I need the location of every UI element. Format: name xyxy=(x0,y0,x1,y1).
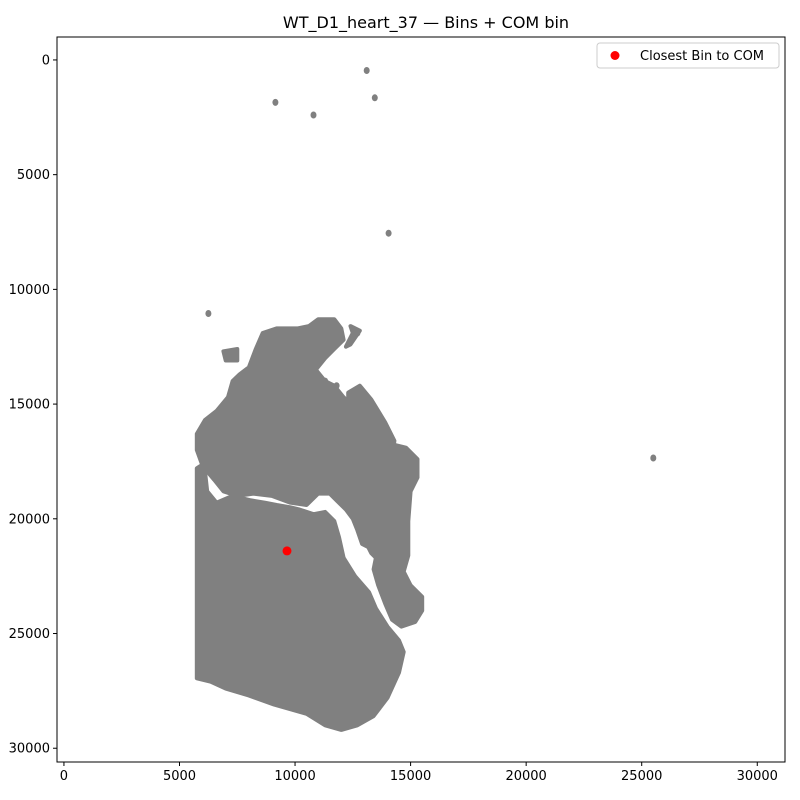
bin-point-8 xyxy=(333,382,340,390)
x-tick-label: 5000 xyxy=(163,769,196,784)
y-tick-label: 30000 xyxy=(9,742,50,757)
legend: Closest Bin to COM xyxy=(596,42,780,69)
bin-point-1 xyxy=(371,94,378,102)
bin-region-main-tissue-0 xyxy=(194,464,406,732)
bin-point-6 xyxy=(650,454,657,462)
y-tick-label: 0 xyxy=(42,53,50,68)
bin-point-7 xyxy=(322,377,329,385)
bin-point-9 xyxy=(354,329,361,337)
x-tick-label: 0 xyxy=(60,769,68,784)
y-tick-label: 25000 xyxy=(9,627,50,642)
y-tick-label: 5000 xyxy=(17,168,50,183)
x-axis: 0 5000 10000 15000 20000 25000 30000 xyxy=(60,762,778,784)
x-tick-label: 10000 xyxy=(274,769,315,784)
chart-title: WT_D1_heart_37 — Bins + COM bin xyxy=(283,13,569,33)
x-tick-label: 15000 xyxy=(390,769,431,784)
y-tick-label: 10000 xyxy=(9,283,50,298)
bin-region-small-lobe-4 xyxy=(221,347,240,363)
x-tick-label: 25000 xyxy=(621,769,662,784)
y-tick-label: 15000 xyxy=(9,398,50,413)
bin-point-2 xyxy=(272,98,279,106)
bin-point-4 xyxy=(385,229,392,237)
y-axis: 0 5000 10000 15000 20000 25000 30000 xyxy=(9,53,57,757)
bin-region-right-strand-2 xyxy=(346,383,397,565)
x-tick-label: 30000 xyxy=(737,769,778,784)
legend-marker-com-bin xyxy=(610,51,620,60)
plot-area xyxy=(194,67,657,732)
legend-box xyxy=(596,42,780,69)
axes-frame xyxy=(56,36,786,763)
legend-label-com-bin: Closest Bin to COM xyxy=(640,49,764,64)
x-tick-label: 20000 xyxy=(505,769,546,784)
y-tick-label: 20000 xyxy=(9,512,50,527)
bin-region-upper-lobe-1 xyxy=(194,317,425,629)
bin-point-3 xyxy=(310,111,317,119)
com-bin-marker xyxy=(282,546,292,556)
bin-point-0 xyxy=(363,67,370,74)
bin-point-5 xyxy=(205,310,212,317)
